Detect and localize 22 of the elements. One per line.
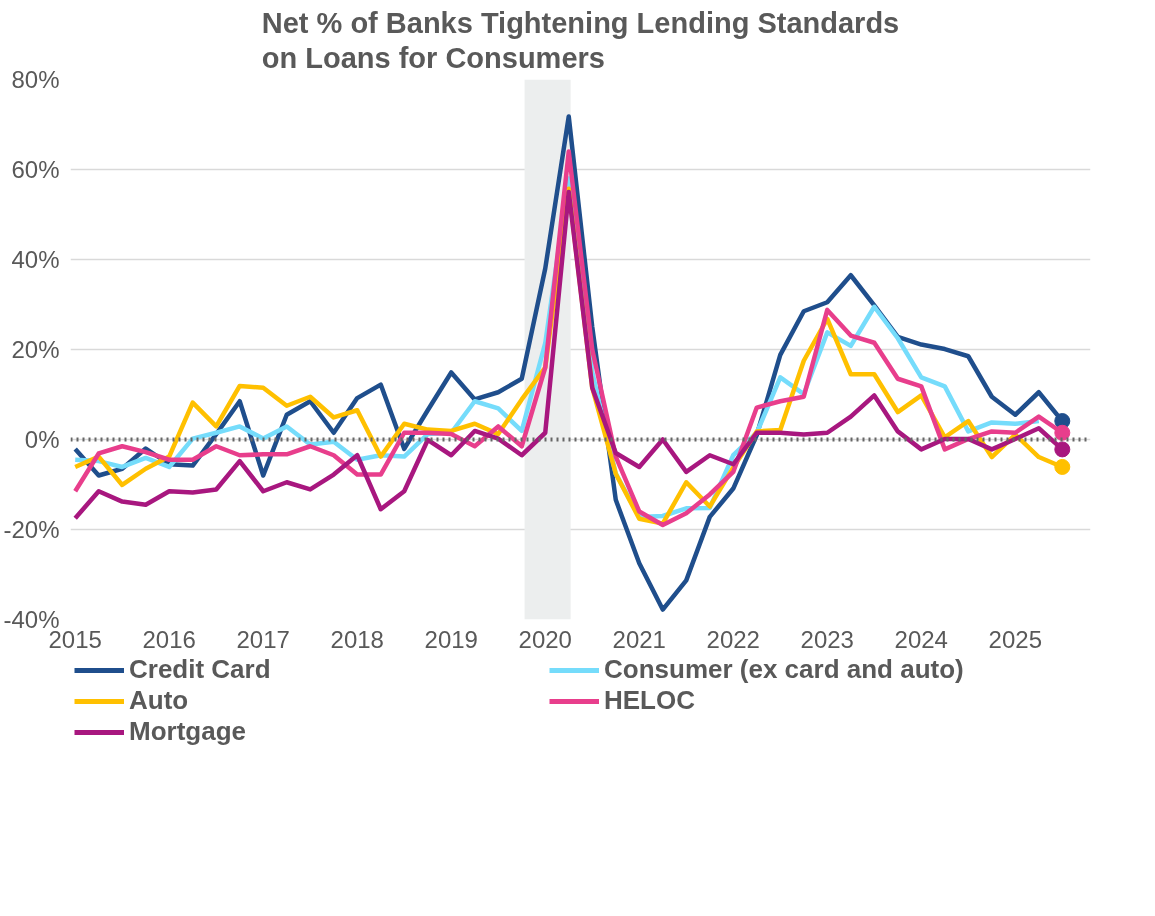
x-tick-label: 2021 xyxy=(612,625,666,653)
x-tick-label: 2020 xyxy=(518,625,572,653)
legend-label: Auto xyxy=(129,685,190,716)
legend-label: Consumer (ex card and auto) xyxy=(604,654,965,685)
x-tick-label: 2017 xyxy=(236,625,290,653)
x-tick-label: 2023 xyxy=(800,625,854,653)
y-tick-label: 0% xyxy=(24,426,60,453)
y-tick-label: 40% xyxy=(11,246,60,273)
x-tick-label: 2018 xyxy=(330,625,384,653)
chart-title: Net % of Banks Tightening Lending Standards on Loans for Consumers xyxy=(261,7,900,75)
legend-label: HELOC xyxy=(604,685,696,716)
legend-label: Credit Card xyxy=(129,654,272,685)
x-tick-label: 2024 xyxy=(894,625,948,653)
legend-label: Mortgage xyxy=(129,716,247,747)
y-tick-label: -20% xyxy=(3,516,60,543)
x-tick-label: 2022 xyxy=(706,625,760,653)
y-tick-label: 80% xyxy=(11,66,60,93)
y-tick-label: 60% xyxy=(11,156,60,183)
x-tick-label: 2019 xyxy=(424,625,478,653)
y-tick-label: 20% xyxy=(11,336,60,363)
x-tick-label: 2025 xyxy=(988,625,1042,653)
x-tick-label: 2016 xyxy=(142,625,196,653)
